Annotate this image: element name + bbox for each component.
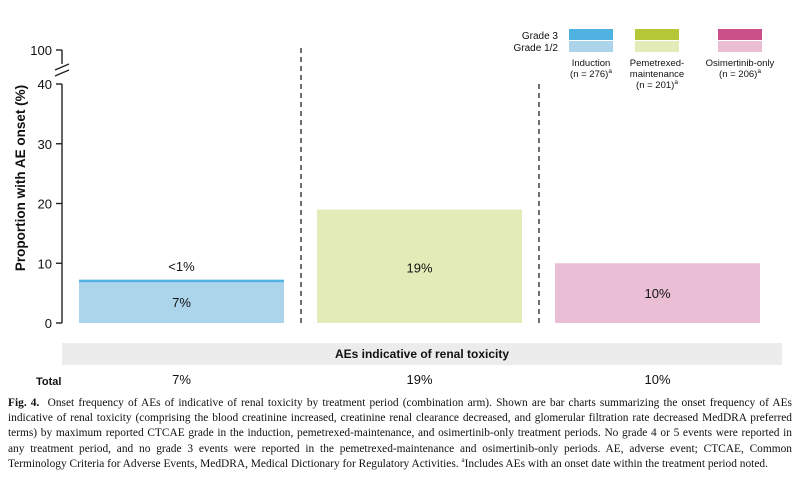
bar-label-grade3: <1% <box>168 259 195 274</box>
legend-category-name: Induction <box>572 58 611 69</box>
axis-break-mark <box>54 63 70 77</box>
caption-fig-label: Fig. 4. <box>8 397 40 409</box>
y-tick-label: 30 <box>38 137 52 152</box>
y-tick-label: 40 <box>38 77 52 92</box>
legend: Grade 3 Grade 1/2 Induction(n = 276)a Pem… <box>514 29 775 91</box>
y-tick-label: 0 <box>45 316 52 331</box>
renal-toxicity-chart: 0 10 20 30 40 100 Proportion with AE onset (%… <box>13 29 782 388</box>
legend-category-name-2: maintenance <box>630 69 684 80</box>
total-value: 10% <box>644 372 670 387</box>
caption-text: Onset frequency of AEs of indicative of … <box>8 397 792 470</box>
legend-swatch-grade12 <box>635 41 679 52</box>
x-band <box>62 343 782 365</box>
legend-category-n-sup: a <box>608 68 612 75</box>
legend-category-n: (n = 276)a <box>570 68 612 80</box>
legend-category-n-sup: a <box>674 79 678 86</box>
bar-grade12 <box>317 209 522 323</box>
y-tick-label: 10 <box>38 256 52 271</box>
y-tick-label: 20 <box>38 197 52 212</box>
legend-swatch-grade12 <box>569 41 613 52</box>
legend-swatch-grade3 <box>569 29 613 40</box>
bars <box>79 209 760 323</box>
total-label: Total <box>36 376 61 388</box>
figure-caption: Fig. 4. Onset frequency of AEs of indica… <box>8 396 792 472</box>
total-value: 7% <box>172 372 191 387</box>
legend-category-name: Osimertinib-only <box>706 58 775 69</box>
x-band-label: AEs indicative of renal toxicity <box>335 347 509 361</box>
y-ticks: 0 10 20 30 40 100 <box>30 43 62 331</box>
legend-category-name: Pemetrexed- <box>630 58 684 69</box>
y-axis-label: Proportion with AE onset (%) <box>13 85 28 271</box>
legend-swatch-grade3 <box>718 29 762 40</box>
y-tick-label: 100 <box>30 43 52 58</box>
bar-labels: 7% <1% 19% 10% <box>168 259 671 310</box>
legend-grade12-label: Grade 1/2 <box>514 43 559 54</box>
legend-category-n-sup: a <box>757 68 761 75</box>
legend-category-n: (n = 206)a <box>719 68 761 80</box>
totals: 7% 19% 10% <box>172 372 671 387</box>
legend-swatch-grade12 <box>718 41 762 52</box>
bar-label-grade12: 10% <box>644 286 670 301</box>
caption-footnote-text: Includes AEs with an onset date within t… <box>464 457 768 470</box>
caption-footnote-sup: a <box>461 456 465 465</box>
legend-swatch-grade3 <box>635 29 679 40</box>
legend-grade3-label: Grade 3 <box>522 31 559 42</box>
bar-label-grade12: 19% <box>406 260 432 275</box>
legend-categories: Induction(n = 276)a Pemetrexed-maintenanc… <box>570 58 775 91</box>
legend-swatches <box>569 29 762 52</box>
legend-category-n: (n = 201)a <box>636 79 678 91</box>
bar-grade12 <box>79 281 284 323</box>
bar-grade12 <box>555 263 760 323</box>
bar-label-grade12: 7% <box>172 295 191 310</box>
total-value: 19% <box>406 372 432 387</box>
bar-grade3 <box>79 279 284 283</box>
